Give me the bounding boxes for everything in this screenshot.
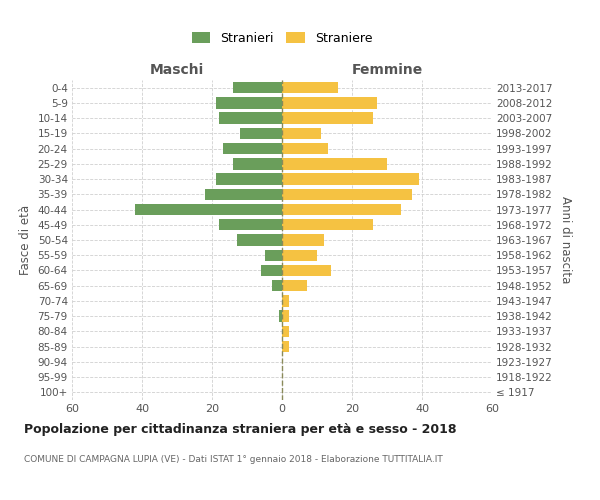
Bar bbox=[223, 143, 282, 154]
Bar bbox=[219, 112, 282, 124]
Text: Femmine: Femmine bbox=[352, 63, 422, 77]
Text: Popolazione per cittadinanza straniera per età e sesso - 2018: Popolazione per cittadinanza straniera p… bbox=[24, 422, 457, 436]
Bar bbox=[261, 265, 282, 276]
Bar bbox=[282, 112, 373, 124]
Bar bbox=[219, 219, 282, 230]
Bar bbox=[282, 280, 307, 291]
Bar bbox=[282, 326, 289, 337]
Bar bbox=[282, 204, 401, 215]
Bar bbox=[278, 310, 282, 322]
Bar bbox=[282, 82, 338, 94]
Bar bbox=[271, 280, 282, 291]
Y-axis label: Fasce di età: Fasce di età bbox=[19, 205, 32, 275]
Bar bbox=[282, 188, 412, 200]
Bar bbox=[282, 219, 373, 230]
Bar bbox=[282, 128, 320, 139]
Bar bbox=[205, 188, 282, 200]
Bar bbox=[282, 97, 377, 108]
Bar bbox=[215, 97, 282, 108]
Bar bbox=[135, 204, 282, 215]
Legend: Stranieri, Straniere: Stranieri, Straniere bbox=[191, 32, 373, 45]
Bar bbox=[282, 310, 289, 322]
Bar bbox=[233, 82, 282, 94]
Bar bbox=[282, 341, 289, 352]
Bar bbox=[282, 174, 419, 185]
Y-axis label: Anni di nascita: Anni di nascita bbox=[559, 196, 572, 284]
Bar bbox=[215, 174, 282, 185]
Bar bbox=[233, 158, 282, 170]
Text: Maschi: Maschi bbox=[150, 63, 204, 77]
Bar bbox=[282, 265, 331, 276]
Bar bbox=[282, 295, 289, 306]
Bar bbox=[282, 250, 317, 261]
Bar bbox=[282, 234, 324, 246]
Bar bbox=[236, 234, 282, 246]
Bar bbox=[282, 143, 328, 154]
Bar bbox=[240, 128, 282, 139]
Bar bbox=[282, 158, 387, 170]
Text: COMUNE DI CAMPAGNA LUPIA (VE) - Dati ISTAT 1° gennaio 2018 - Elaborazione TUTTIT: COMUNE DI CAMPAGNA LUPIA (VE) - Dati IST… bbox=[24, 455, 443, 464]
Bar bbox=[265, 250, 282, 261]
